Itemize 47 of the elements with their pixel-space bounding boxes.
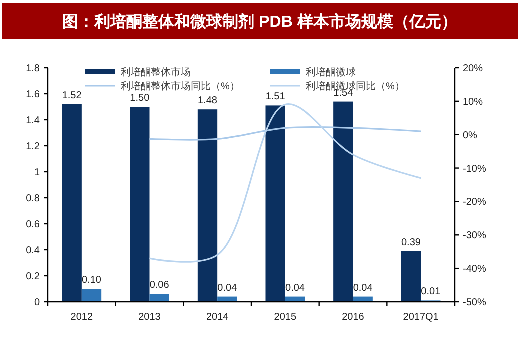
bar [266,106,286,302]
y-tick-label: 1.2 [26,142,40,152]
data-label: 0.10 [82,275,102,286]
legend-label: 利培酮整体市场 [121,66,191,78]
legend-label: 利培酮微球 [306,66,356,78]
y2-tick-label: -20% [463,197,486,208]
bar [130,107,150,302]
y2-tick-label: 0% [463,130,478,142]
bar [401,251,422,302]
data-label: 0.04 [286,282,306,294]
x-tick-label: 2015 [274,312,297,323]
x-tick-label: 2016 [342,312,365,323]
y2-tick-label: -40% [463,264,486,276]
y2-tick-label: 10% [463,96,484,108]
y-tick-label: 0.2 [26,272,40,282]
y-tick-label: 1 [34,168,40,178]
data-label: 1.48 [198,96,218,107]
y2-tick-label: -10% [463,164,486,175]
bar [82,289,102,302]
data-label: 0.04 [218,282,238,294]
legend-label: 利培酮整体市场同比（%） [121,80,240,92]
data-label: 1.52 [62,90,82,102]
data-label: 1.51 [266,92,286,103]
x-tick-label: 2014 [206,312,230,323]
y-tick-label: 0.8 [26,194,40,204]
y-tick-label: 1.4 [26,116,40,126]
data-label: 0.04 [353,282,374,294]
bar [150,294,170,302]
y-tick-label: 0.4 [26,246,40,256]
x-tick-label: 2017Q1 [403,312,440,323]
y-tick-label: 0.6 [26,220,40,230]
y-tick-label: 1.8 [26,64,40,74]
x-tick-label: 2012 [70,312,94,323]
data-label: 0.01 [421,286,442,298]
y-tick-label: 1.6 [26,90,40,100]
data-label: 1.50 [130,93,150,104]
bar [62,104,82,302]
data-label: 0.39 [402,237,422,248]
bar [334,102,354,302]
y-tick-label: 0 [34,298,40,308]
y2-tick-label: -30% [463,230,486,242]
y2-tick-label: -50% [463,298,486,308]
chart-title: 图：利培酮整体和微球制剂 PDB 样本市场规模（亿元） [62,12,458,31]
y2-tick-label: 20% [463,64,484,74]
data-label: 0.06 [150,280,170,292]
x-tick-label: 2013 [138,312,162,323]
bar [198,110,218,302]
